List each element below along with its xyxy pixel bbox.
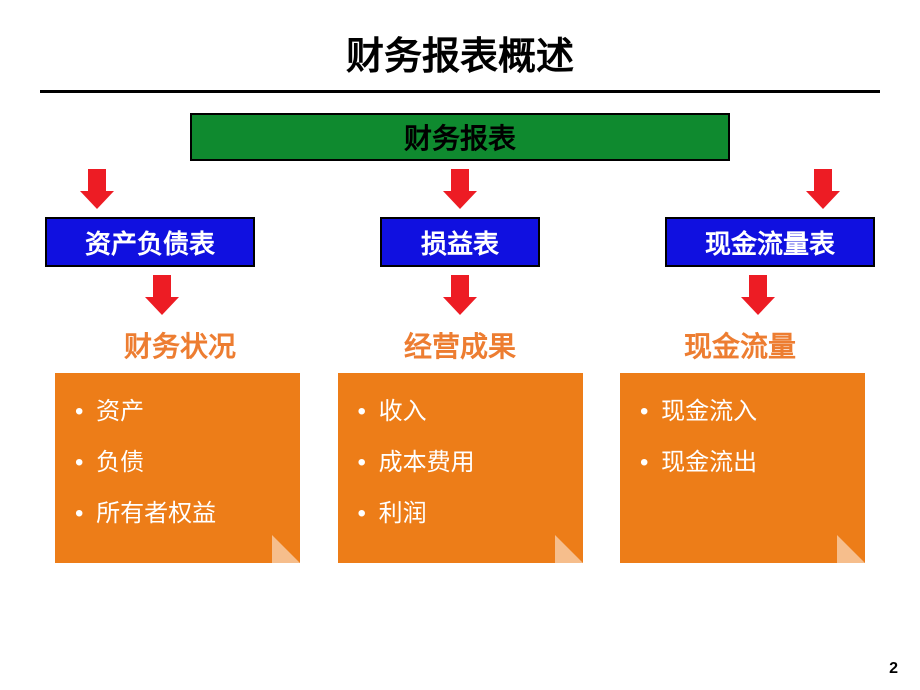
detail-item: 成本费用 [350, 442, 571, 477]
page-number: 2 [889, 660, 898, 678]
title-underline [40, 90, 880, 93]
detail-list-2: 现金流入现金流出 [632, 391, 853, 477]
top-box: 财务报表 [190, 113, 730, 161]
detail-box-0: 资产负债所有者权益 [55, 373, 300, 563]
mid-box-1: 损益表 [380, 217, 540, 267]
mid-box-2: 现金流量表 [665, 217, 875, 267]
arrow-row-2 [145, 275, 775, 315]
detail-item: 现金流出 [632, 442, 853, 477]
slide-title: 财务报表概述 [0, 0, 920, 90]
arrow-row-1 [80, 169, 840, 209]
detail-list-1: 收入成本费用利润 [350, 391, 571, 528]
detail-list-0: 资产负债所有者权益 [67, 391, 288, 528]
detail-row: 资产负债所有者权益 收入成本费用利润 现金流入现金流出 [55, 373, 865, 563]
arrow-icon [741, 275, 775, 315]
detail-item: 利润 [350, 493, 571, 528]
sub-label-1: 经营成果 [360, 325, 560, 365]
arrow-icon [80, 169, 114, 209]
detail-item: 收入 [350, 391, 571, 426]
mid-box-0: 资产负债表 [45, 217, 255, 267]
sub-label-2: 现金流量 [640, 325, 840, 365]
detail-item: 所有者权益 [67, 493, 288, 528]
detail-item: 现金流入 [632, 391, 853, 426]
detail-item: 负债 [67, 442, 288, 477]
arrow-icon [443, 169, 477, 209]
detail-box-2: 现金流入现金流出 [620, 373, 865, 563]
sub-label-row: 财务状况 经营成果 现金流量 [80, 325, 840, 365]
page-curl-icon [837, 535, 865, 563]
arrow-icon [443, 275, 477, 315]
page-curl-icon [555, 535, 583, 563]
page-curl-icon [272, 535, 300, 563]
mid-row: 资产负债表 损益表 现金流量表 [45, 217, 875, 267]
arrow-icon [145, 275, 179, 315]
detail-box-1: 收入成本费用利润 [338, 373, 583, 563]
sub-label-0: 财务状况 [80, 325, 280, 365]
arrow-icon [806, 169, 840, 209]
detail-item: 资产 [67, 391, 288, 426]
